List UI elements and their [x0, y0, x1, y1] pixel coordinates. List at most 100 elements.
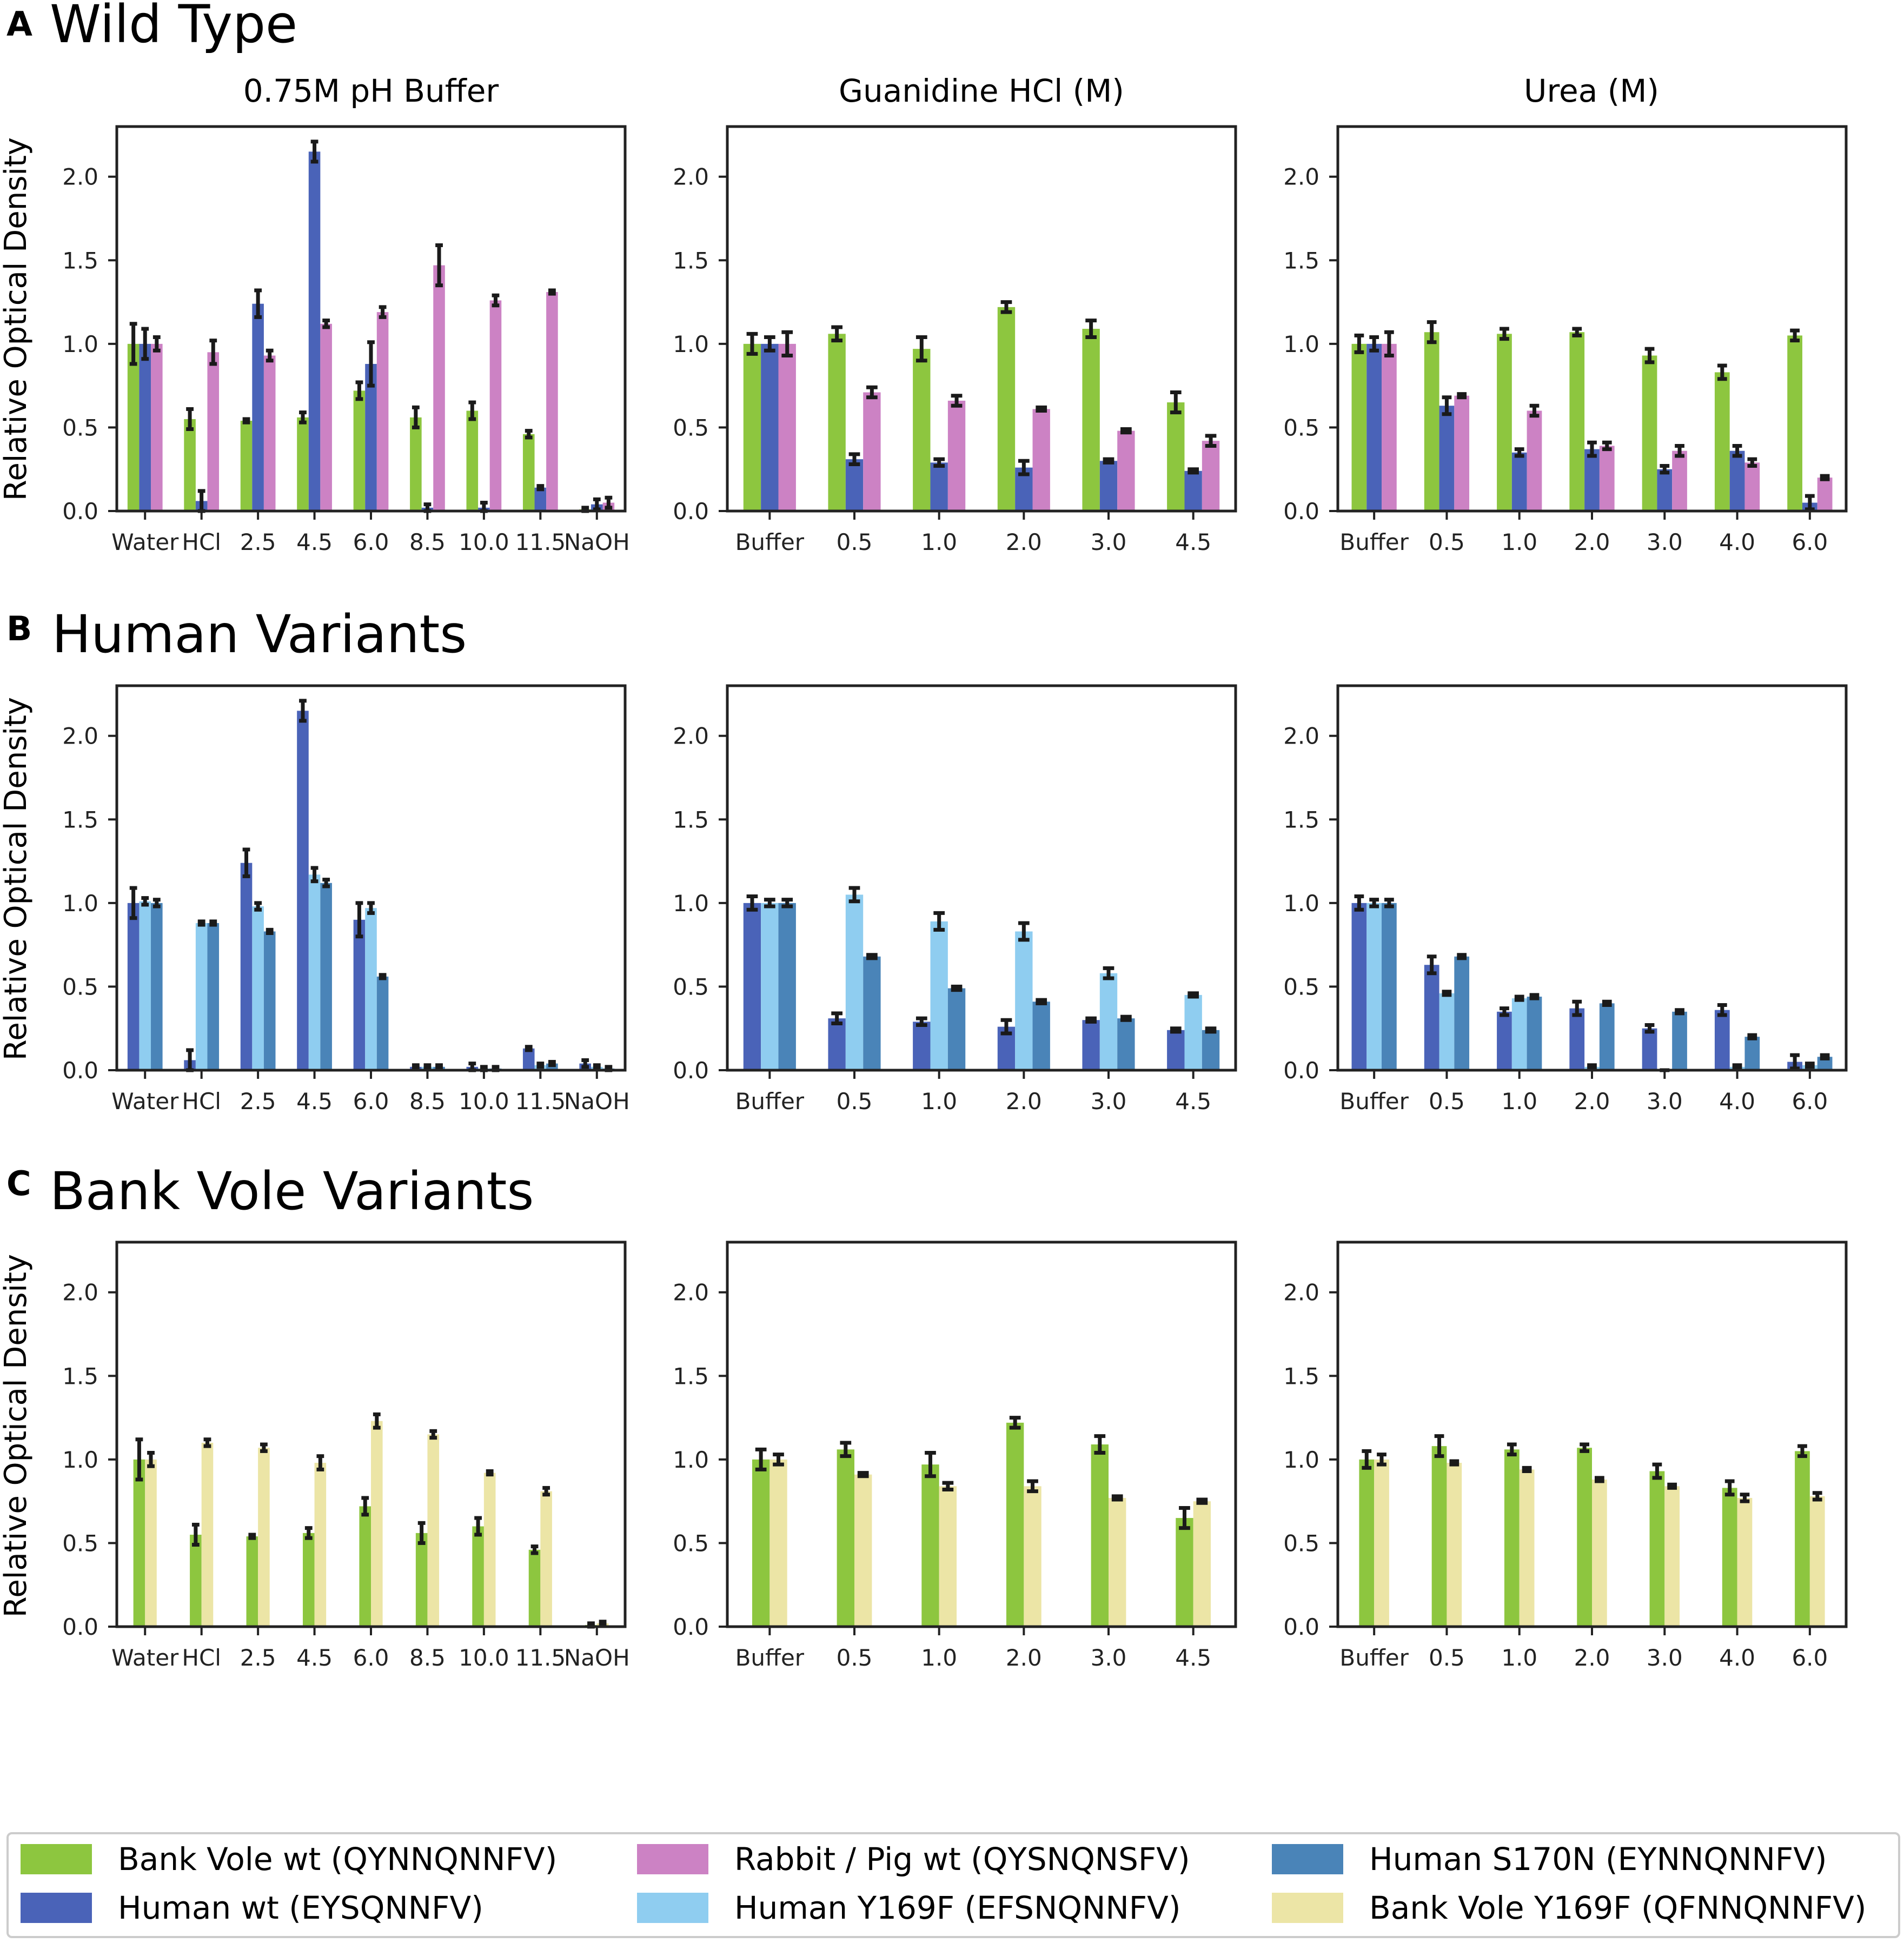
y-tick-label: 1.0	[673, 331, 709, 357]
plot-frame	[1336, 684, 1848, 1072]
bar	[1497, 1011, 1512, 1070]
y-tick-label: 1.0	[1283, 890, 1319, 917]
legend-label-human-y169f: Human Y169F (EFSNQNNFV)	[734, 1889, 1180, 1926]
bar	[1117, 430, 1135, 511]
bar	[1527, 410, 1542, 511]
legend-label-bank-vole-y169f: Bank Vole Y169F (QFNNQNNFV)	[1369, 1889, 1866, 1926]
y-tick-label: 1.5	[62, 806, 98, 833]
x-tick-label: 1.0	[921, 1088, 957, 1115]
bar	[1511, 452, 1527, 511]
bar	[778, 343, 796, 511]
bar	[761, 343, 779, 511]
bar	[1439, 406, 1455, 511]
x-tick-label: Buffer	[1339, 529, 1409, 555]
x-tick-label: 11.5	[515, 1644, 566, 1671]
bar	[240, 421, 253, 511]
y-tick-label: 0.0	[1283, 498, 1319, 525]
bar	[540, 1491, 552, 1627]
bar	[127, 343, 140, 511]
bar	[190, 1534, 202, 1627]
x-tick-label: 3.0	[1091, 1644, 1127, 1671]
bar	[359, 1506, 371, 1627]
legend-swatch-bank-vole-y169f	[1272, 1893, 1343, 1923]
row-a-title: Wild Type	[50, 0, 297, 55]
y-tick-label: 1.0	[1283, 1447, 1319, 1473]
bar	[1006, 1422, 1024, 1627]
bar	[522, 434, 535, 511]
x-tick-label: Buffer	[735, 529, 805, 555]
bar	[1809, 1496, 1825, 1627]
bar	[930, 462, 948, 511]
y-tick-label: 1.5	[1283, 806, 1319, 833]
bar	[1099, 973, 1118, 1070]
bar	[939, 1486, 957, 1627]
bar	[1024, 1486, 1041, 1627]
x-tick-label: 0.5	[837, 529, 873, 555]
x-tick-label: Water	[111, 529, 179, 555]
bar	[1351, 343, 1367, 511]
x-tick-label: 6.0	[1792, 529, 1828, 555]
bar	[466, 410, 479, 511]
bar	[258, 1448, 270, 1627]
y-tick-label: 1.0	[1283, 331, 1319, 357]
x-tick-label: 3.0	[1091, 1088, 1127, 1115]
bar	[528, 1549, 541, 1627]
y-tick-label: 0.5	[1283, 1530, 1319, 1556]
bar	[1497, 334, 1512, 511]
x-tick-label: Buffer	[1339, 1088, 1409, 1115]
bar	[376, 976, 389, 1070]
bar	[743, 343, 761, 511]
x-tick-label: 0.5	[1429, 1644, 1465, 1671]
legend-label-human-wt: Human wt (EYSQNNFV)	[118, 1889, 483, 1926]
y-tick-label: 1.0	[673, 890, 709, 917]
x-tick-label: 6.0	[353, 1644, 389, 1671]
y-tick-label: 2.0	[1283, 1279, 1319, 1306]
legend-label-human-s170n: Human S170N (EYNNQNNFV)	[1369, 1841, 1827, 1878]
x-tick-label: 4.5	[296, 529, 333, 555]
x-tick-label: Buffer	[735, 1644, 805, 1671]
x-tick-label: Buffer	[1339, 1644, 1409, 1671]
bar	[353, 919, 366, 1070]
bar	[1657, 469, 1673, 511]
bar	[546, 292, 558, 511]
bar	[1202, 1030, 1220, 1070]
y-tick-label: 2.0	[62, 723, 98, 750]
bar	[769, 1459, 787, 1627]
bar	[1714, 372, 1730, 511]
legend-item-bank-vole-wt: Bank Vole wt (QYNNQNNFV)	[21, 1841, 557, 1878]
bar	[263, 355, 276, 511]
x-tick-label: 6.0	[353, 1088, 389, 1115]
panel-a-2: 0.0 0.5 1.0 1.5 2.0 Buffer 0.5 1.0 2.0 3.0 4.5	[673, 125, 1237, 555]
row-c-letter: C	[6, 1164, 31, 1203]
bar	[201, 1442, 214, 1627]
legend-item-rabbit-pig-wt: Rabbit / Pig wt (QYSNQNSFV)	[637, 1841, 1190, 1878]
bar	[863, 956, 881, 1070]
y-tick-label: 0.0	[62, 1614, 98, 1640]
legend-swatch-human-y169f	[637, 1893, 708, 1923]
y-tick-label: 0.5	[1283, 973, 1319, 1000]
y-tick-label: 2.0	[1283, 164, 1319, 190]
bar	[1032, 409, 1050, 511]
bar	[1592, 1479, 1607, 1627]
y-tick-label: 0.5	[673, 414, 709, 441]
y-tick-label: 0.5	[673, 1530, 709, 1556]
x-tick-label: 6.0	[1792, 1088, 1828, 1115]
bar	[489, 300, 502, 511]
panel-c-1: 0.0 0.5 1.0 1.5 2.0 Water HCl 2.5 4.5 6.0 8.5 10.0 1…	[62, 1241, 630, 1671]
bar	[1584, 449, 1600, 511]
bar	[1454, 395, 1470, 511]
bar	[320, 323, 332, 511]
x-tick-label: 2.0	[1574, 529, 1610, 555]
legend-label-bank-vole-wt: Bank Vole wt (QYNNQNNFV)	[118, 1841, 557, 1878]
y-tick-label: 2.0	[1283, 723, 1319, 750]
x-tick-label: HCl	[182, 529, 221, 555]
x-tick-label: NaOH	[564, 1088, 630, 1115]
y-tick-label: 2.0	[673, 723, 709, 750]
bar	[1109, 1497, 1126, 1627]
bar	[246, 1536, 258, 1627]
legend-swatch-human-wt	[21, 1893, 92, 1923]
y-tick-label: 1.5	[1283, 247, 1319, 274]
bar	[1167, 402, 1185, 511]
bar	[761, 903, 779, 1070]
